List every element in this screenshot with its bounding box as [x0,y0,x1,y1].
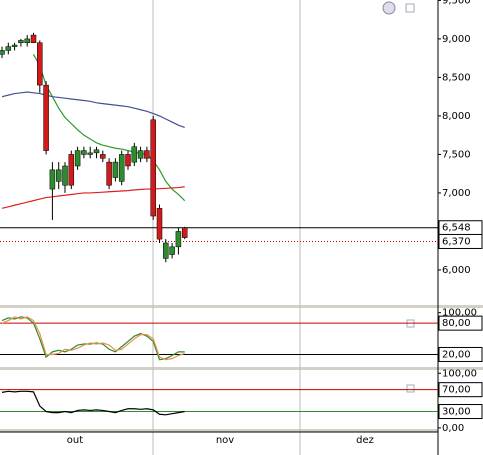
candle-body [62,165,68,186]
y-tick-label: 7,000 [442,188,471,199]
tick-label-box [438,346,483,362]
candle-body [163,242,169,259]
y-tick-label: 6,548 [442,223,471,234]
candle-body [125,154,131,167]
y-tick-label: 9,000 [442,34,471,45]
indicator-line [32,54,186,202]
y-tick-label: 6,370 [442,236,471,247]
panel-divider [0,429,438,432]
candle-body [43,84,49,151]
candle-body [169,246,175,255]
candle-body [30,34,37,43]
y-tick-label: 6,000 [442,265,471,276]
tick-label-box [438,382,483,398]
tick-label-box [438,233,483,249]
indicator-line [1,316,185,361]
window-icon[interactable] [405,3,415,13]
candle-body [87,152,93,155]
candle-body [144,150,150,159]
x-tick-label: nov [216,435,234,446]
x-tick-label: dez [356,435,374,446]
candle-body [181,227,188,238]
y-tick-label: 100,00 [442,308,477,319]
candle-body [11,44,18,47]
candle-body [0,50,5,55]
candle-body [18,40,24,43]
window-icon[interactable] [406,384,415,393]
candle-body [68,154,75,186]
candle-body [137,150,144,159]
candle-body [81,150,87,155]
y-tick-label: 8,500 [442,72,471,83]
candle-body [106,161,112,186]
tick-label-box [438,315,483,331]
panel-divider [0,367,483,370]
x-tick-label: out [67,435,83,446]
y-tick-label: 30,00 [442,407,471,418]
y-tick-label: 80,00 [442,318,471,329]
candle-body [100,154,106,159]
y-tick-label: 8,000 [442,111,471,122]
candle-body [37,42,43,86]
y-tick-label: 7,500 [442,149,471,160]
panel-divider [0,305,483,308]
candle-body [118,154,125,182]
candle-body [156,208,163,240]
candle-body [112,161,119,178]
candle-body [131,146,138,163]
y-tick-label: 0,00 [442,423,464,434]
candle-body [24,38,30,43]
y-tick-label: 70,00 [442,385,471,396]
y-tick-label: 20,00 [442,349,471,360]
candle-body [150,119,156,217]
clock-icon[interactable] [382,1,396,15]
candle-body [5,46,12,51]
indicator-line [1,91,185,129]
candle-body [49,169,56,190]
y-tick-label: 100,00 [442,368,477,379]
candle-body [175,231,182,248]
candle-body [55,169,62,182]
tick-label-box [438,404,483,420]
indicator-line [1,390,185,416]
candle-body [74,150,81,167]
y-tick-label: 9,500 [442,0,471,6]
candle-body [93,149,100,154]
